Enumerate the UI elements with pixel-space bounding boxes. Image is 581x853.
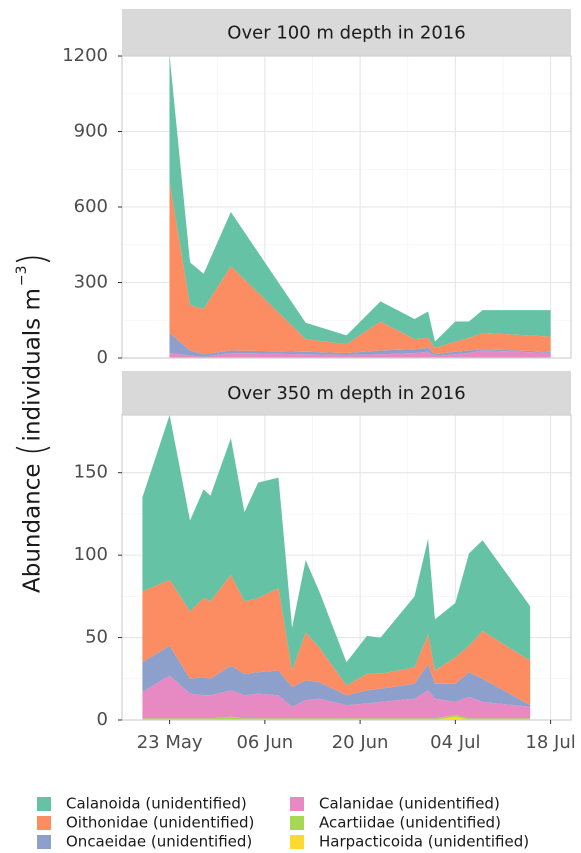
legend-swatch xyxy=(290,835,304,849)
y-label-text: Abundance xyxy=(20,463,46,593)
area: Oncaeidae (unidentified) xyxy=(169,332,551,357)
y-tick-label: 0 xyxy=(97,709,108,730)
paren xyxy=(15,446,51,453)
x-tick-label: 20 Jun xyxy=(332,732,389,753)
paren xyxy=(15,256,51,263)
area: Harpacticoida (unidentified) xyxy=(142,716,531,720)
x-tick-label: 06 Jun xyxy=(236,732,293,753)
area: Calanoida (unidentified) xyxy=(142,415,531,686)
area: Acartiidae (unidentified) xyxy=(142,715,531,720)
x-tick-label: 04 Jul xyxy=(430,732,480,753)
facet-title: Over 350 m depth in 2016 xyxy=(227,383,465,404)
y-tick-label: 1200 xyxy=(62,45,108,66)
x-tick-label: 23 May xyxy=(137,732,203,753)
x-tick-label: 18 Jul xyxy=(525,732,575,753)
area: Calanidae (unidentified) xyxy=(142,675,531,719)
y-tick-label: 150 xyxy=(74,462,108,483)
y-tick-label: 100 xyxy=(74,544,108,565)
y-tick-label: 600 xyxy=(74,196,108,217)
area: Oithonidae (unidentified) xyxy=(142,574,531,706)
y-tick-label: 900 xyxy=(74,121,108,142)
legend-label: Calanidae (unidentified) xyxy=(319,795,500,813)
legend-swatch xyxy=(37,835,51,849)
legend-label: Acartiidae (unidentified) xyxy=(319,814,501,832)
legend-swatch xyxy=(290,816,304,830)
area: Oithonidae (unidentified) xyxy=(169,181,551,355)
area: Oncaeidae (unidentified) xyxy=(142,645,531,707)
y-tick-label: 300 xyxy=(74,272,108,293)
legend-label: Harpacticoida (unidentified) xyxy=(319,833,529,851)
legend-swatch xyxy=(37,816,51,830)
strip xyxy=(122,9,571,56)
facet-title: Over 100 m depth in 2016 xyxy=(227,23,465,44)
legend-swatch xyxy=(37,797,51,811)
y-label-unit: individuals m xyxy=(20,288,46,441)
legend-label: Oithonidae (unidentified) xyxy=(66,814,254,832)
y-tick-label: 50 xyxy=(85,627,108,648)
panel-border xyxy=(121,414,572,721)
legend-label: Calanoida (unidentified) xyxy=(66,795,247,813)
y-tick-label: 0 xyxy=(97,347,108,368)
area: Calanidae (unidentified) xyxy=(169,350,551,358)
area: Calanoida (unidentified) xyxy=(169,56,551,348)
legend-swatch xyxy=(290,797,304,811)
legend-label: Oncaeidae (unidentified) xyxy=(66,833,252,851)
y-label-exponent: −3 xyxy=(14,265,30,286)
y-axis-label: Abundance individuals m −3 xyxy=(14,256,51,593)
strip xyxy=(122,371,571,415)
